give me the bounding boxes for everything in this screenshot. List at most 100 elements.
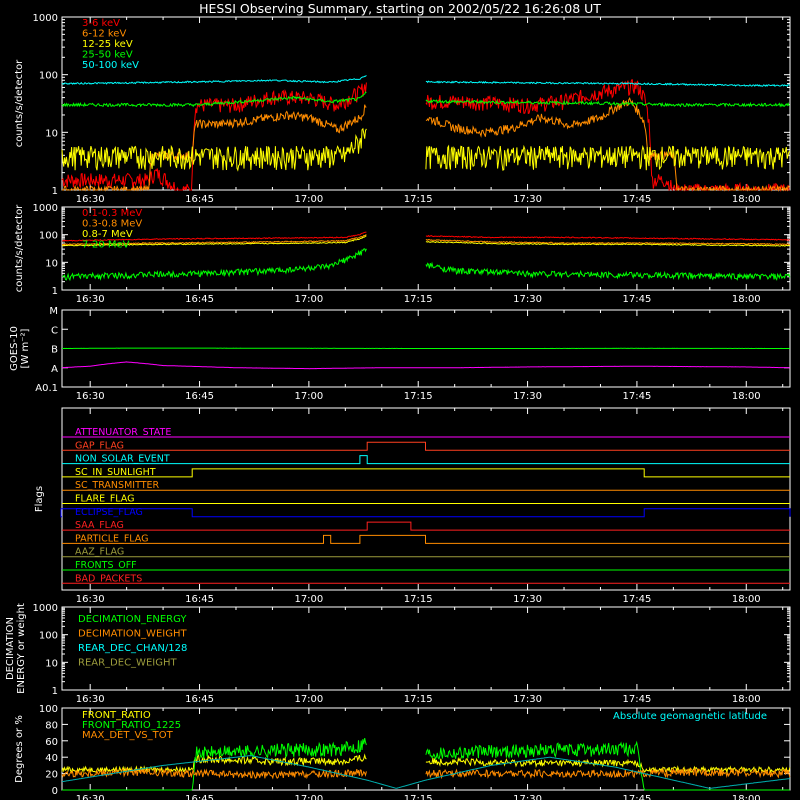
series-line bbox=[61, 127, 791, 172]
panel-goes: 16:30 16:45 17:00 17:15 17:30 17:45 18:00 A0.1 A… bbox=[9, 306, 791, 402]
series-line bbox=[61, 755, 790, 789]
y-tick-label: 20 bbox=[45, 770, 58, 781]
series-line bbox=[61, 767, 791, 780]
series-line bbox=[61, 753, 791, 774]
x-tick-label: 16:45 bbox=[185, 594, 214, 605]
y-tick-label: A bbox=[51, 364, 58, 375]
flag-line bbox=[62, 534, 790, 544]
flag-label: ECLIPSE_FLAG bbox=[75, 507, 143, 518]
legend-entry: FRONT_RATIO_1225 bbox=[82, 720, 181, 731]
x-tick-label: 16:30 bbox=[76, 391, 105, 402]
series-line bbox=[61, 361, 790, 370]
x-tick-label: 16:45 bbox=[185, 694, 214, 705]
plot-title: HESSI Observing Summary, starting on 200… bbox=[199, 1, 601, 16]
series-line bbox=[62, 738, 790, 791]
x-tick-label: 16:30 bbox=[76, 194, 105, 205]
panel-ratios: 16:30 16:45 17:00 17:15 17:30 17:45 18:00 0 20 40… bbox=[14, 704, 791, 800]
y-tick-label: 40 bbox=[45, 753, 58, 764]
legend-entry: DECIMATION_ENERGY bbox=[78, 614, 187, 625]
flag-label: BAD_PACKETS bbox=[75, 573, 142, 584]
legend-entry: 12-25 keV bbox=[82, 39, 133, 50]
legend-entry: 7-20 MeV bbox=[82, 240, 130, 251]
x-tick-label: 18:00 bbox=[732, 391, 761, 402]
flag-label: SC_TRANSMITTER bbox=[75, 480, 160, 491]
y-tick-label: 10 bbox=[45, 128, 58, 139]
legend-entry: REAR_DEC_CHAN/128 bbox=[78, 643, 187, 654]
x-tick-label: 17:45 bbox=[623, 194, 652, 205]
y-tick-label: C bbox=[51, 325, 58, 336]
y-tick-label: 100 bbox=[39, 704, 58, 715]
x-tick-label: 17:15 bbox=[404, 594, 433, 605]
y-tick-label: 100 bbox=[39, 71, 58, 82]
y-axis-label-2: ENERGY or weight bbox=[16, 603, 27, 694]
panel-low-energy: 16:30 16:45 17:00 17:15 17:30 17:45 18:00 1 10 10… bbox=[14, 13, 791, 205]
flag-label: SAA_FLAG bbox=[75, 520, 124, 531]
x-tick-label: 16:30 bbox=[76, 294, 105, 305]
panels: 16:30 16:45 17:00 17:15 17:30 17:45 18:0011010… bbox=[5, 13, 791, 800]
panel-frame bbox=[61, 707, 791, 791]
x-tick-label: 18:00 bbox=[732, 694, 761, 705]
flag-line bbox=[60, 508, 791, 518]
x-tick-label: 18:00 bbox=[732, 294, 761, 305]
x-tick-label: 17:15 bbox=[404, 294, 433, 305]
x-tick-label: 17:30 bbox=[513, 794, 542, 800]
y-tick-label: 10 bbox=[45, 258, 58, 269]
x-tick-label: 17:15 bbox=[404, 194, 433, 205]
flag-line bbox=[62, 455, 790, 465]
panel-decimation: 16:30 16:45 17:00 17:15 17:30 17:45 18:00 1 10 10… bbox=[5, 603, 791, 705]
flag-label: GAP_FLAG bbox=[75, 440, 124, 451]
y-tick-label: 1000 bbox=[33, 13, 58, 24]
x-tick-label: 17:00 bbox=[294, 794, 323, 800]
x-tick-label: 17:15 bbox=[404, 794, 433, 800]
x-tick-label: 16:45 bbox=[185, 194, 214, 205]
x-tick-label: 16:30 bbox=[76, 694, 105, 705]
x-tick-label: 16:30 bbox=[76, 794, 105, 800]
y-axis-label: DECIMATION bbox=[5, 617, 16, 680]
panel-frame bbox=[61, 407, 791, 591]
x-tick-label: 17:30 bbox=[513, 194, 542, 205]
y-tick-label: 0 bbox=[52, 786, 58, 797]
y-axis-label: Degrees or % bbox=[14, 715, 25, 783]
x-tick-label: 17:45 bbox=[623, 794, 652, 800]
flag-label: PARTICLE_FLAG bbox=[75, 533, 148, 544]
x-tick-label: 17:30 bbox=[513, 391, 542, 402]
y-tick-label: 1000 bbox=[33, 203, 58, 214]
flag-label: ATTENUATOR_STATE bbox=[75, 427, 171, 438]
flag-line bbox=[62, 441, 790, 451]
legend-entry: MAX_DET_VS_TOT bbox=[82, 730, 174, 741]
y-tick-label: A0.1 bbox=[35, 383, 58, 394]
legend-entry: 50-100 keV bbox=[82, 60, 139, 71]
y-tick-label: 1 bbox=[52, 286, 58, 297]
legend-entry: 0.8-7 MeV bbox=[82, 229, 133, 240]
y-tick-label: M bbox=[49, 306, 58, 317]
legend-entry: FRONT_RATIO bbox=[82, 710, 151, 721]
flag-label: AAZ_FLAG bbox=[75, 547, 124, 558]
x-tick-label: 17:00 bbox=[294, 594, 323, 605]
x-tick-label: 17:00 bbox=[294, 391, 323, 402]
y-axis-label: counts/s/detector bbox=[14, 204, 25, 292]
x-tick-label: 17:45 bbox=[623, 294, 652, 305]
y-tick-label: B bbox=[51, 345, 58, 356]
legend-entry: REAR_DEC_WEIGHT bbox=[78, 658, 177, 669]
y-tick-label: 10 bbox=[45, 658, 58, 669]
flag-label: FLARE_FLAG bbox=[75, 494, 135, 505]
x-tick-label: 17:00 bbox=[294, 694, 323, 705]
x-tick-label: 17:45 bbox=[623, 391, 652, 402]
legend-entry: DECIMATION_WEIGHT bbox=[78, 629, 187, 640]
y-tick-label: 100 bbox=[39, 631, 58, 642]
flag-line bbox=[62, 468, 790, 478]
y-tick-label: 1 bbox=[52, 186, 58, 197]
x-tick-label: 16:45 bbox=[185, 391, 214, 402]
series-line bbox=[61, 248, 791, 282]
x-tick-label: 17:45 bbox=[623, 694, 652, 705]
panel-frame bbox=[61, 16, 791, 191]
series-line bbox=[62, 96, 791, 192]
y-tick-label: 1000 bbox=[33, 603, 58, 614]
x-tick-label: 17:45 bbox=[623, 594, 652, 605]
series-line bbox=[61, 231, 791, 242]
legend-entry: 3-6 keV bbox=[82, 18, 120, 29]
legend-entry: 6-12 keV bbox=[82, 29, 126, 40]
series-line bbox=[61, 234, 790, 246]
